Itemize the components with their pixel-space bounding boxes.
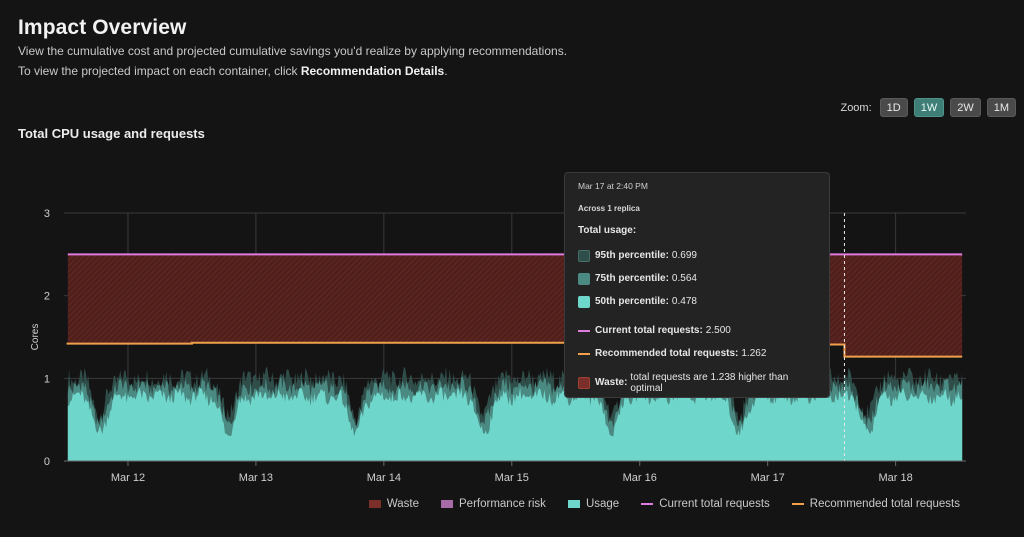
recommended-value: 1.262 (741, 348, 767, 359)
zoom-2w-button[interactable]: 2W (950, 98, 981, 117)
x-tick-label: Mar 13 (239, 472, 273, 484)
x-tick-label: Mar 14 (367, 472, 401, 484)
zoom-1w-button[interactable]: 1W (913, 98, 945, 117)
tooltip-date: Mar 17 at 2:40 PM (578, 181, 648, 191)
tooltip-recommended-row: Recommended total requests: 1.262 (578, 342, 816, 365)
tooltip-p75-row: 75th percentile: 0.564 (578, 267, 816, 290)
legend-current-label: Current total requests (659, 498, 770, 510)
x-tick-label: Mar 18 (879, 472, 913, 484)
p75-value: 0.564 (671, 273, 697, 284)
p95-label: 95th percentile: (595, 250, 669, 261)
legend-performance-risk-label: Performance risk (459, 498, 546, 510)
recommendation-details-link[interactable]: Recommendation Details (300, 64, 445, 78)
chart-title: Total CPU usage and requests (18, 126, 205, 141)
legend-recommended-label: Recommended total requests (809, 498, 960, 510)
x-tick-label: Mar 17 (751, 472, 785, 484)
y-tick-label: 2 (44, 291, 50, 303)
current-line-swatch (578, 329, 590, 332)
x-tick-label: Mar 15 (495, 472, 529, 484)
p50-label: 50th percentile: (595, 296, 669, 307)
zoom-1m-button[interactable]: 1M (986, 98, 1016, 117)
recommended-line-swatch (578, 352, 590, 355)
p50-swatch (578, 295, 590, 308)
legend-performance-risk[interactable]: Performance risk (441, 498, 546, 510)
legend-waste[interactable]: Waste (368, 498, 420, 510)
y-tick-label: 0 (44, 456, 50, 468)
tooltip-section-title: Total usage: (578, 225, 637, 236)
chart-tooltip: Mar 17 at 2:40 PM Across 1 replica Total… (564, 172, 830, 398)
legend-usage[interactable]: Usage (567, 498, 620, 510)
legend-usage-label: Usage (585, 498, 620, 510)
usage-p50-area (67, 386, 963, 461)
page-description: View the cumulative cost and projected c… (18, 44, 568, 58)
page-title: Impact Overview (18, 16, 187, 39)
legend-recommended-swatch (791, 503, 804, 505)
legend-waste-label: Waste (386, 498, 420, 510)
p95-swatch (578, 249, 590, 262)
tooltip-waste-row: Waste: total requests are 1.238 higher t… (578, 371, 816, 394)
current-label: Current total requests: (595, 325, 703, 336)
p75-label: 75th percentile: (595, 273, 669, 284)
description-suffix: . (444, 64, 448, 78)
tooltip-current-row: Current total requests: 2.500 (578, 319, 816, 342)
tooltip-p95-row: 95th percentile: 0.699 (578, 244, 816, 267)
zoom-control: Zoom: 1D 1W 2W 1M (840, 98, 1016, 117)
p95-value: 0.699 (671, 250, 697, 261)
x-tick-label: Mar 16 (623, 472, 657, 484)
waste-text: total requests are 1.238 higher than opt… (630, 371, 789, 394)
zoom-1d-button[interactable]: 1D (879, 98, 908, 117)
legend-usage-swatch (567, 500, 580, 508)
waste-swatch (578, 376, 590, 389)
y-axis-label: Cores (30, 324, 41, 351)
tooltip-p50-row: 50th percentile: 0.478 (578, 290, 816, 313)
waste-label: Waste: (595, 377, 628, 388)
legend-recommended-requests[interactable]: Recommended total requests (791, 498, 960, 510)
legend-current-requests[interactable]: Current total requests (641, 498, 770, 510)
recommended-label: Recommended total requests: (595, 348, 739, 359)
p50-value: 0.478 (671, 296, 697, 307)
y-tick-label: 1 (44, 373, 50, 385)
current-value: 2.500 (705, 325, 731, 336)
tooltip-replicas: Across 1 replica (578, 204, 640, 213)
chart-legend: Waste Performance risk Usage Current tot… (368, 498, 960, 510)
p75-swatch (578, 272, 590, 285)
legend-performance-risk-swatch (441, 500, 454, 508)
x-tick-label: Mar 12 (111, 472, 145, 484)
zoom-label: Zoom: (840, 101, 872, 114)
legend-current-swatch (641, 503, 654, 505)
page-description-2: To view the projected impact on each con… (18, 64, 448, 78)
description-prefix: To view the projected impact on each con… (18, 64, 301, 78)
y-tick-label: 3 (44, 208, 50, 220)
legend-waste-swatch (368, 500, 381, 508)
